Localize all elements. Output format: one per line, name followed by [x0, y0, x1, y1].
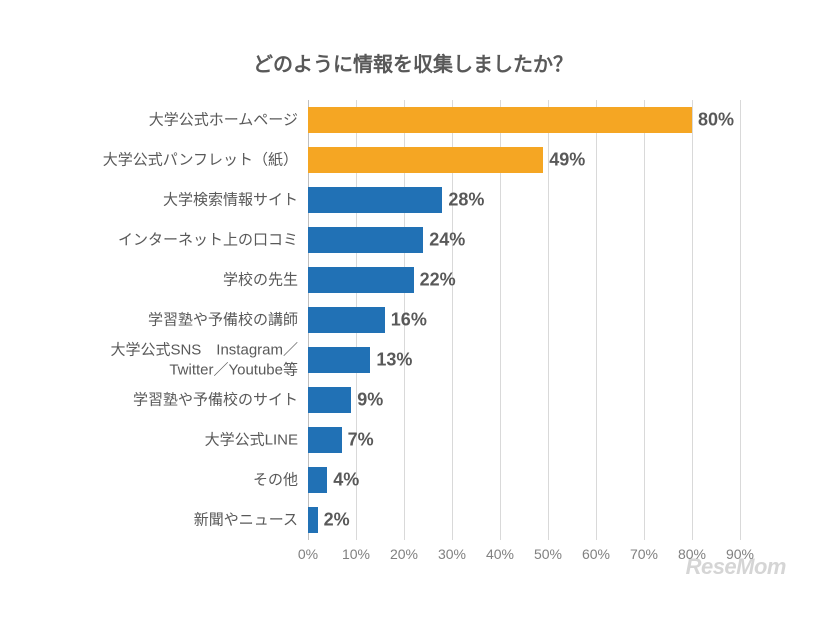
bar-row: 大学公式LINE7% [308, 420, 740, 460]
value-label: 80% [698, 110, 734, 131]
bar [308, 107, 692, 133]
category-label: インターネット上の口コミ [0, 230, 308, 250]
x-tick-label: 70% [630, 546, 658, 562]
category-label: 大学検索情報サイト [0, 190, 308, 210]
value-label: 22% [420, 270, 456, 291]
bar [308, 147, 543, 173]
category-label: 大学公式SNS Instagram／ Twitter／Youtube等 [0, 341, 308, 380]
category-label: 大学公式ホームページ [0, 110, 308, 130]
watermark: ReseMom [686, 554, 786, 580]
category-label: 学習塾や予備校の講師 [0, 310, 308, 330]
value-label: 16% [391, 310, 427, 331]
plot-area: 0%10%20%30%40%50%60%70%80%90%大学公式ホームページ8… [308, 100, 740, 540]
bar [308, 227, 423, 253]
value-label: 49% [549, 150, 585, 171]
category-label: 新聞やニュース [0, 510, 308, 530]
bar [308, 507, 318, 533]
category-label: 大学公式パンフレット（紙） [0, 150, 308, 170]
value-label: 28% [448, 190, 484, 211]
x-tick-label: 40% [486, 546, 514, 562]
chart-container: どのように情報を収集しましたか？ 0%10%20%30%40%50%60%70%… [0, 0, 826, 620]
bar-row: 学校の先生22% [308, 260, 740, 300]
bar [308, 427, 342, 453]
x-tick-label: 20% [390, 546, 418, 562]
value-label: 4% [333, 470, 359, 491]
value-label: 24% [429, 230, 465, 251]
value-label: 13% [376, 350, 412, 371]
x-tick-label: 30% [438, 546, 466, 562]
value-label: 9% [357, 390, 383, 411]
bar-row: 大学公式ホームページ80% [308, 100, 740, 140]
bar-row: 学習塾や予備校の講師16% [308, 300, 740, 340]
category-label: 大学公式LINE [0, 430, 308, 450]
x-tick-label: 10% [342, 546, 370, 562]
x-tick-label: 0% [298, 546, 318, 562]
bar-row: その他4% [308, 460, 740, 500]
bar [308, 467, 327, 493]
x-tick-label: 50% [534, 546, 562, 562]
bar [308, 347, 370, 373]
bar-row: 新聞やニュース2% [308, 500, 740, 540]
category-label: 学校の先生 [0, 270, 308, 290]
category-label: 学習塾や予備校のサイト [0, 390, 308, 410]
value-label: 2% [324, 510, 350, 531]
bar [308, 187, 442, 213]
bar-row: 大学公式パンフレット（紙）49% [308, 140, 740, 180]
bar [308, 267, 414, 293]
chart-title: どのように情報を収集しましたか？ [0, 48, 826, 77]
bar [308, 387, 351, 413]
gridline [740, 100, 741, 540]
value-label: 7% [348, 430, 374, 451]
bar-row: インターネット上の口コミ24% [308, 220, 740, 260]
bar-row: 学習塾や予備校のサイト9% [308, 380, 740, 420]
bar [308, 307, 385, 333]
category-label: その他 [0, 470, 308, 490]
bar-row: 大学公式SNS Instagram／ Twitter／Youtube等13% [308, 340, 740, 380]
x-tick-label: 60% [582, 546, 610, 562]
bar-row: 大学検索情報サイト28% [308, 180, 740, 220]
